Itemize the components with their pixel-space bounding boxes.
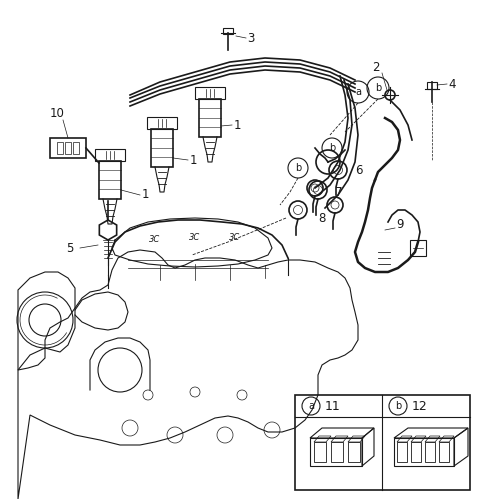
Text: b: b <box>295 163 301 173</box>
Text: 1: 1 <box>234 118 241 132</box>
Bar <box>50 138 86 158</box>
Bar <box>95 149 125 161</box>
Text: 1: 1 <box>190 154 197 167</box>
Text: a: a <box>355 87 361 97</box>
Bar <box>223 28 233 34</box>
Bar <box>195 87 225 99</box>
Bar <box>151 129 173 167</box>
Text: 1: 1 <box>142 189 149 202</box>
Text: 11: 11 <box>325 400 341 413</box>
Bar <box>410 240 426 256</box>
Text: 4: 4 <box>448 77 456 90</box>
Bar <box>427 82 437 89</box>
Bar <box>394 438 454 466</box>
Bar <box>411 442 421 462</box>
Text: 7: 7 <box>335 186 343 199</box>
Text: 3C: 3C <box>229 234 240 243</box>
Bar <box>314 442 326 462</box>
Bar <box>310 438 362 466</box>
Bar <box>57 142 63 154</box>
Bar <box>65 142 71 154</box>
Text: 9: 9 <box>396 219 404 232</box>
Text: a: a <box>308 401 314 411</box>
Bar <box>397 442 407 462</box>
Text: 6: 6 <box>355 164 362 177</box>
Bar <box>439 442 449 462</box>
Text: 3C: 3C <box>190 234 201 243</box>
Bar <box>147 117 177 129</box>
Bar <box>425 442 435 462</box>
Text: 3C: 3C <box>149 236 161 245</box>
Bar <box>295 395 470 490</box>
Text: 12: 12 <box>412 400 428 413</box>
Text: 8: 8 <box>318 212 325 225</box>
Text: b: b <box>375 83 381 93</box>
Bar <box>73 142 79 154</box>
Bar <box>199 99 221 137</box>
Text: 10: 10 <box>50 106 65 119</box>
Bar <box>331 442 343 462</box>
Text: 2: 2 <box>372 60 380 73</box>
Text: b: b <box>329 143 335 153</box>
Text: b: b <box>395 401 401 411</box>
Text: 3: 3 <box>247 31 254 44</box>
Bar <box>99 161 121 199</box>
Bar <box>348 442 360 462</box>
Text: 5: 5 <box>66 242 73 254</box>
